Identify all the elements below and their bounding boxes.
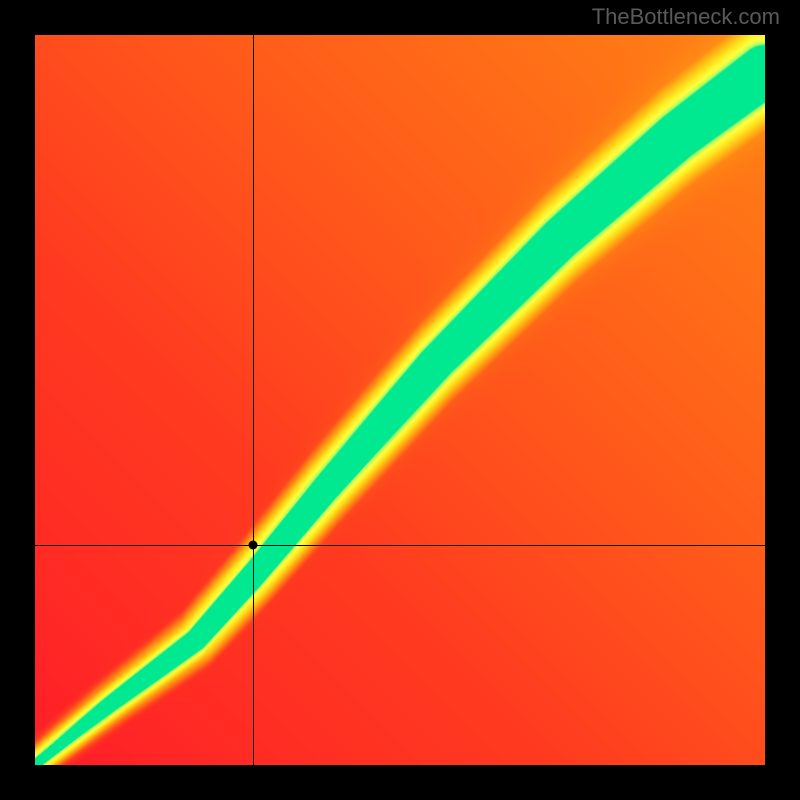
watermark: TheBottleneck.com: [592, 4, 780, 30]
crosshair-vertical: [253, 35, 254, 765]
crosshair-horizontal: [35, 545, 765, 546]
marker-dot: [248, 540, 257, 549]
plot-area: [35, 35, 765, 765]
chart-container: TheBottleneck.com: [0, 0, 800, 800]
heatmap-canvas: [35, 35, 765, 765]
